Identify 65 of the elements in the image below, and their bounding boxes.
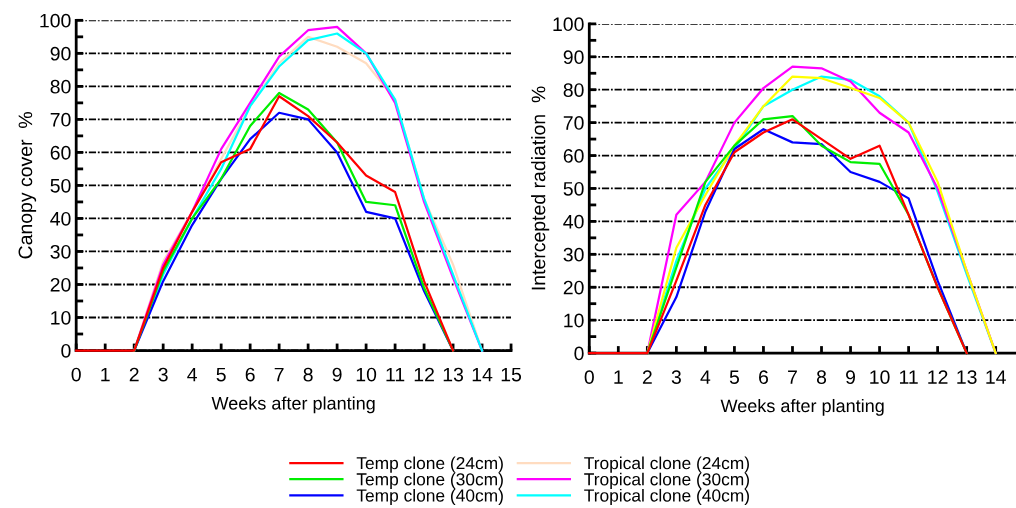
y-tick-label: 60: [50, 145, 71, 160]
x-tick-label: 8: [816, 370, 827, 385]
legend-label: Temp clone (40cm): [356, 488, 503, 506]
x-tick-label: 2: [642, 370, 652, 384]
x-tick-label: 7: [274, 367, 284, 382]
legend-label: Temp clone (30cm): [356, 472, 503, 489]
y-tick-label: 0: [61, 343, 71, 358]
y-tick-label: 30: [563, 247, 584, 262]
x-tick-label: 3: [671, 370, 681, 385]
x-tick-label: 12: [928, 370, 948, 384]
x-tick-label: 11: [386, 367, 405, 382]
y-tick-label: 30: [50, 244, 71, 259]
y-tick-label: 90: [50, 46, 71, 61]
y-tick-label: 10: [564, 313, 584, 328]
legend-label: Tropical clone (30cm): [584, 472, 749, 489]
y-tick-label: 60: [563, 149, 584, 163]
x-tick-label: 14: [472, 367, 493, 382]
x-axis-title: Weeks after planting: [720, 398, 884, 416]
x-tick-label: 15: [501, 367, 522, 382]
x-tick-label: 5: [216, 367, 226, 382]
x-tick-label: 10: [356, 367, 377, 382]
x-tick-label: 4: [187, 367, 197, 382]
y-tick-label: 80: [563, 83, 584, 97]
y-tick-label: 70: [50, 112, 71, 127]
legend-label: Temp clone (24cm): [356, 456, 503, 473]
x-tick-label: 13: [443, 367, 464, 382]
x-tick-label: 2: [129, 367, 139, 382]
x-axis-title: Weeks after planting: [211, 396, 375, 414]
x-tick-label: 3: [158, 367, 168, 382]
x-tick-label: 5: [729, 370, 740, 385]
y-tick-label: 100: [40, 13, 71, 28]
x-tick-label: 0: [584, 370, 594, 385]
x-tick-label: 0: [71, 367, 81, 382]
y-tick-label: 50: [50, 178, 71, 193]
x-tick-label: 9: [332, 367, 342, 382]
y-tick-label: 90: [563, 50, 584, 65]
y-tick-label: 20: [563, 280, 584, 295]
legend-label: Tropical clone (24cm): [584, 456, 749, 473]
x-tick-label: 6: [245, 367, 255, 382]
x-tick-label: 4: [700, 370, 711, 384]
y-tick-label: 70: [563, 116, 584, 130]
x-tick-label: 11: [899, 370, 918, 384]
y-axis-title: Canopy cover %: [18, 112, 37, 259]
y-tick-label: 100: [553, 17, 584, 32]
y-tick-label: 80: [50, 79, 71, 94]
x-tick-label: 1: [101, 367, 110, 382]
x-tick-label: 1: [614, 370, 623, 384]
x-tick-label: 6: [759, 370, 768, 385]
x-tick-label: 8: [303, 367, 313, 382]
line-series: [588, 118, 968, 355]
x-tick-label: 14: [986, 370, 1006, 384]
y-tick-label: 50: [563, 181, 584, 196]
y-tick-label: 0: [574, 346, 584, 361]
x-tick-label: 12: [414, 367, 434, 382]
line-series: [75, 95, 455, 352]
y-tick-label: 10: [51, 310, 71, 325]
y-axis-title: Intercepted radiation %: [531, 86, 550, 290]
x-tick-label: 9: [846, 370, 856, 385]
x-tick-label: 13: [957, 370, 977, 385]
x-tick-label: 7: [788, 370, 797, 384]
y-tick-label: 40: [50, 211, 71, 226]
x-tick-label: 10: [870, 370, 890, 385]
y-tick-label: 40: [563, 214, 584, 229]
y-tick-label: 20: [50, 277, 71, 292]
legend-label: Tropical clone (40cm): [584, 488, 749, 506]
